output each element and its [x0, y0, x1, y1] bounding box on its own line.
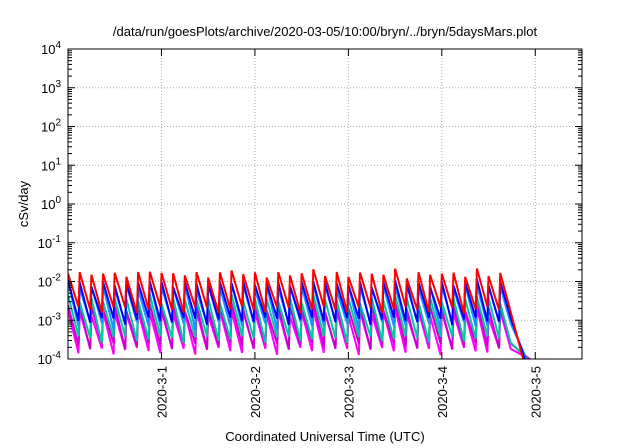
x-ticks: 2020-3-1 2020-3-2 2020-3-3 2020-3-4 2020-3-5	[154, 49, 543, 418]
y-ticks: 10-4 10-3 10-2 10-1 100 101 102 103 104	[38, 40, 582, 367]
x-tick-label: 2020-3-3	[341, 366, 356, 418]
y-tick-label: 100	[41, 195, 61, 212]
y-tick-label: 101	[41, 156, 61, 173]
x-tick-label: 2020-3-2	[248, 366, 263, 418]
y-axis-label: cSv/day	[16, 180, 31, 227]
chart-title: /data/run/goesPlots/archive/2020-03-05/1…	[113, 24, 538, 39]
y-tick-label: 10-1	[38, 234, 62, 251]
x-tick-label: 2020-3-4	[435, 366, 450, 418]
y-tick-label: 10-2	[38, 273, 62, 290]
series-group	[68, 268, 533, 359]
x-tick-label: 2020-3-1	[154, 366, 169, 418]
series-line-0	[68, 268, 525, 359]
y-tick-label: 102	[41, 118, 61, 135]
y-tick-label: 104	[41, 40, 61, 57]
y-tick-label: 10-4	[38, 350, 62, 367]
y-tick-label: 103	[41, 79, 61, 96]
x-tick-label: 2020-3-5	[528, 366, 543, 418]
y-tick-label: 10-3	[38, 311, 62, 328]
x-axis-label: Coordinated Universal Time (UTC)	[225, 429, 424, 444]
